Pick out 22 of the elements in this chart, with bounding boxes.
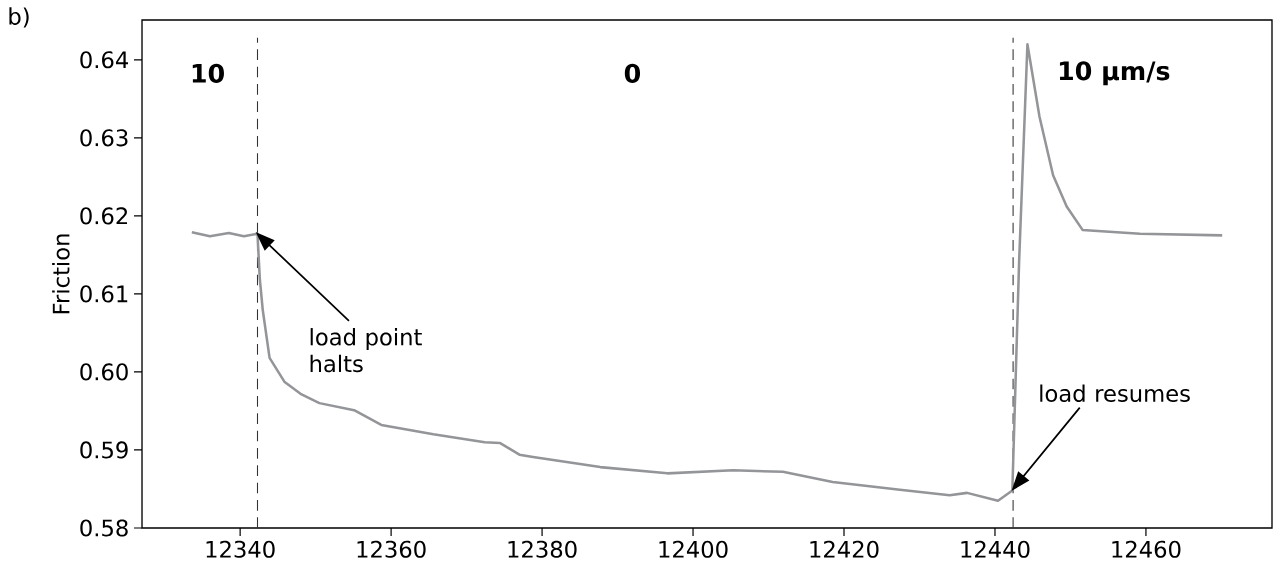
annotation: load resumes bbox=[1040, 384, 1190, 403]
y-tick-label: 0.61 bbox=[80, 285, 128, 303]
x-tick-label: 12440 bbox=[961, 540, 1030, 558]
y-tick-label: 0.63 bbox=[80, 129, 128, 147]
x-tick-label: 12340 bbox=[206, 540, 275, 558]
annotation: 10 bbox=[192, 63, 224, 83]
y-tick-label: 0.64 bbox=[80, 51, 129, 69]
annotation: 0 bbox=[624, 63, 641, 83]
y-tick-label: 0.58 bbox=[80, 519, 128, 537]
annotation: 10 µm/s bbox=[1059, 61, 1170, 86]
y-tick-label: 0.59 bbox=[80, 441, 128, 459]
y-tick-label: 0.62 bbox=[80, 207, 128, 225]
x-tick-label: 12420 bbox=[810, 540, 879, 558]
text: b) bbox=[9, 7, 29, 28]
y-axis-title: Friction bbox=[52, 234, 70, 314]
y-tick-label: 0.60 bbox=[80, 363, 128, 381]
x-tick-label: 12460 bbox=[1112, 540, 1181, 558]
annotation: load point halts bbox=[310, 328, 422, 373]
x-tick-label: 12400 bbox=[659, 540, 728, 558]
x-tick-label: 12380 bbox=[508, 540, 577, 558]
line-series bbox=[190, 42, 1224, 502]
x-tick-label: 12360 bbox=[357, 540, 426, 558]
